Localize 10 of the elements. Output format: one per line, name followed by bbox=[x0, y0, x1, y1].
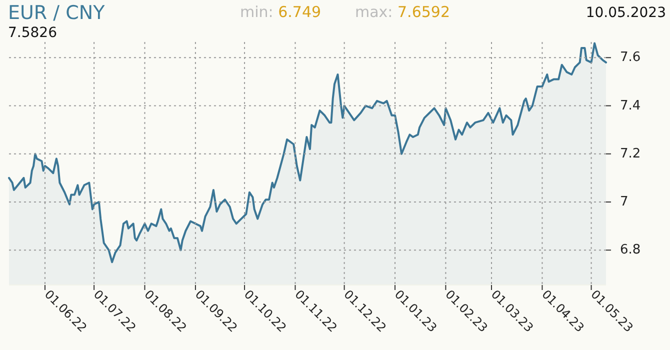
y-tick-label: 7.2 bbox=[620, 146, 641, 162]
y-tick-label: 7.4 bbox=[620, 98, 641, 114]
y-tick-label: 6.8 bbox=[620, 242, 641, 258]
text: max: 7.6592 bbox=[355, 3, 450, 21]
text: 7.5826 bbox=[8, 25, 58, 41]
chart-title: EUR / CNY bbox=[8, 2, 106, 24]
text: 10.05.2023 bbox=[586, 5, 666, 21]
text: min: 6.749 bbox=[240, 3, 322, 21]
y-tick-label: 7.6 bbox=[620, 50, 641, 66]
y-tick-label: 7 bbox=[620, 194, 628, 210]
